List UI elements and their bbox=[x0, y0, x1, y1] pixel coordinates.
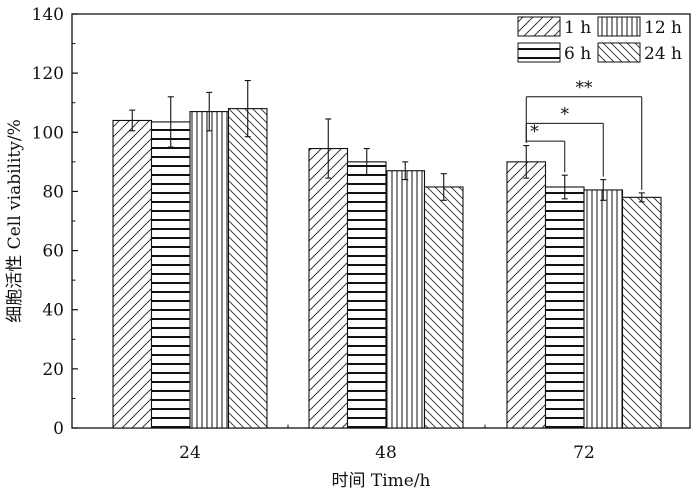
x-axis-title: 时间 Time/h bbox=[331, 471, 430, 491]
legend-label-24h: 24 h bbox=[644, 44, 682, 64]
x-tick-label: 72 bbox=[573, 443, 595, 463]
y-tick-label: 20 bbox=[42, 360, 64, 380]
x-tick-label: 24 bbox=[179, 443, 201, 463]
bar-12h-72 bbox=[583, 189, 624, 429]
y-tick-label: 60 bbox=[42, 242, 64, 262]
y-tick-label: 100 bbox=[32, 123, 64, 143]
bar-12h-24 bbox=[189, 111, 230, 429]
legend-label-1h: 1 h bbox=[564, 18, 591, 38]
y-tick-label: 0 bbox=[53, 419, 64, 439]
significance-label: ** bbox=[576, 78, 594, 98]
bar-6h-48 bbox=[346, 161, 387, 429]
legend-swatch-6h bbox=[517, 42, 561, 63]
y-tick-label: 80 bbox=[42, 182, 64, 202]
bar-12h-48 bbox=[385, 170, 426, 429]
bar-1h-24 bbox=[112, 119, 153, 429]
bar-24h-72 bbox=[621, 196, 662, 429]
legend-label-6h: 6 h bbox=[564, 44, 591, 64]
significance-label: * bbox=[561, 104, 570, 124]
bar-1h-48 bbox=[308, 148, 349, 429]
y-tick-label: 120 bbox=[32, 64, 64, 84]
bar-24h-24 bbox=[227, 108, 268, 429]
y-axis-title: 细胞活性 Cell viability/% bbox=[5, 119, 25, 322]
bar-24h-48 bbox=[423, 186, 464, 429]
bar-6h-72 bbox=[544, 186, 585, 429]
bar-1h-72 bbox=[506, 161, 547, 429]
significance-label: * bbox=[530, 122, 539, 142]
y-tick-label: 140 bbox=[32, 5, 64, 25]
y-tick-label: 40 bbox=[42, 301, 64, 321]
legend-swatch-24h bbox=[597, 42, 641, 63]
legend-label-12h: 12 h bbox=[644, 18, 682, 38]
legend-swatch-12h bbox=[597, 16, 641, 37]
legend-swatch-1h bbox=[517, 16, 561, 37]
legend: 1 h 6 h 12 h 24 h bbox=[517, 16, 682, 64]
x-tick-label: 48 bbox=[375, 443, 397, 463]
bar-6h-24 bbox=[150, 121, 191, 429]
